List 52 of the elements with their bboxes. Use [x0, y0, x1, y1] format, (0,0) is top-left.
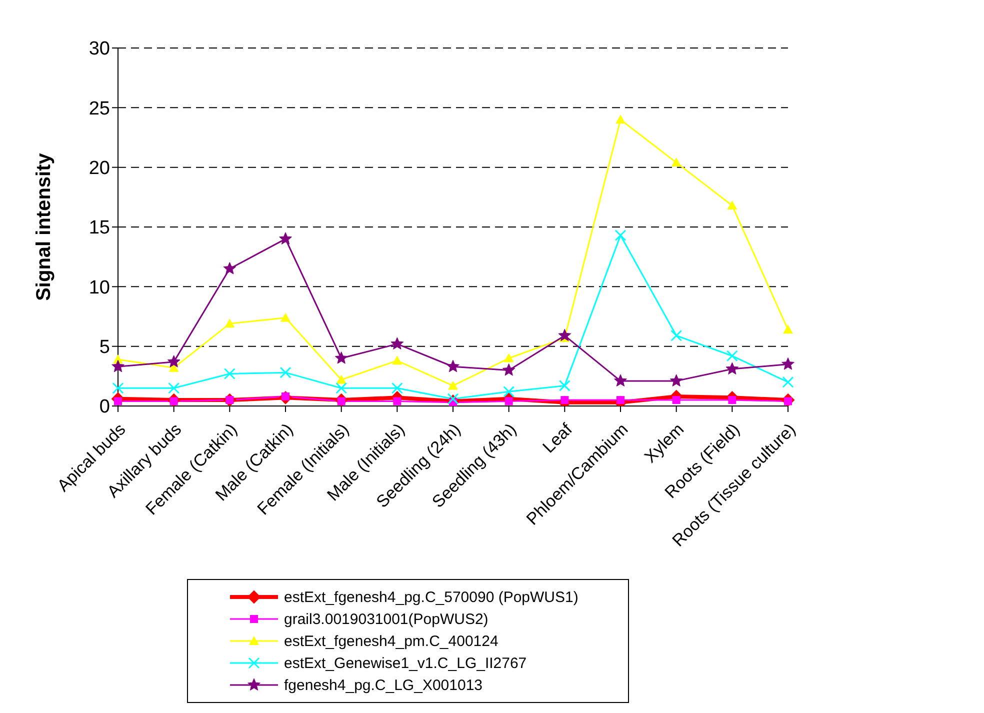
- point: [448, 380, 458, 390]
- point: [672, 396, 680, 404]
- point: [670, 330, 682, 342]
- point: [336, 382, 348, 394]
- point: [279, 232, 292, 244]
- y-tick-label: 30: [88, 38, 110, 60]
- point: [112, 360, 124, 372]
- point: [503, 386, 515, 398]
- point: [560, 396, 569, 404]
- point: [782, 376, 794, 388]
- point: [782, 357, 794, 370]
- legend-label: estExt_Genewise1_v1.C_LG_II2767: [284, 654, 527, 672]
- point: [446, 360, 460, 372]
- legend-label: grail3.0019031001(PopWUS2): [284, 610, 488, 628]
- point: [334, 352, 348, 364]
- point: [726, 362, 739, 375]
- legend-label: estExt_fgenesh4_pg.C_570090 (PopWUS1): [284, 588, 578, 606]
- point: [616, 114, 626, 124]
- y-axis-title: Signal intensity: [33, 152, 56, 301]
- point: [280, 366, 292, 378]
- point: [280, 312, 290, 322]
- point: [393, 397, 402, 406]
- point: [390, 337, 404, 350]
- point: [726, 350, 738, 362]
- point: [224, 368, 236, 380]
- point: [391, 382, 403, 394]
- point: [783, 324, 793, 334]
- y-tick-label: 25: [88, 98, 110, 120]
- point: [504, 353, 514, 362]
- point: [223, 262, 236, 274]
- point: [224, 318, 235, 328]
- y-tick-label: 5: [99, 337, 110, 358]
- y-tick-label: 20: [88, 158, 110, 180]
- point: [727, 200, 738, 210]
- point: [502, 363, 516, 376]
- point: [670, 374, 683, 386]
- point: [671, 158, 682, 167]
- point: [392, 356, 402, 365]
- legend-label: fgenesh4_pg.C_LG_X001013: [284, 676, 483, 694]
- y-tick-label: 0: [99, 396, 110, 418]
- point: [558, 328, 572, 342]
- point: [336, 374, 346, 384]
- legend-label: estExt_fgenesh4_pm.C_400124: [284, 632, 498, 650]
- y-tick-label: 10: [88, 277, 110, 298]
- point: [112, 382, 124, 394]
- point: [614, 374, 627, 386]
- point: [614, 230, 626, 242]
- point: [168, 382, 180, 394]
- point: [616, 396, 624, 404]
- y-tick-label: 15: [88, 218, 110, 239]
- point: [558, 380, 570, 392]
- point: [167, 355, 180, 368]
